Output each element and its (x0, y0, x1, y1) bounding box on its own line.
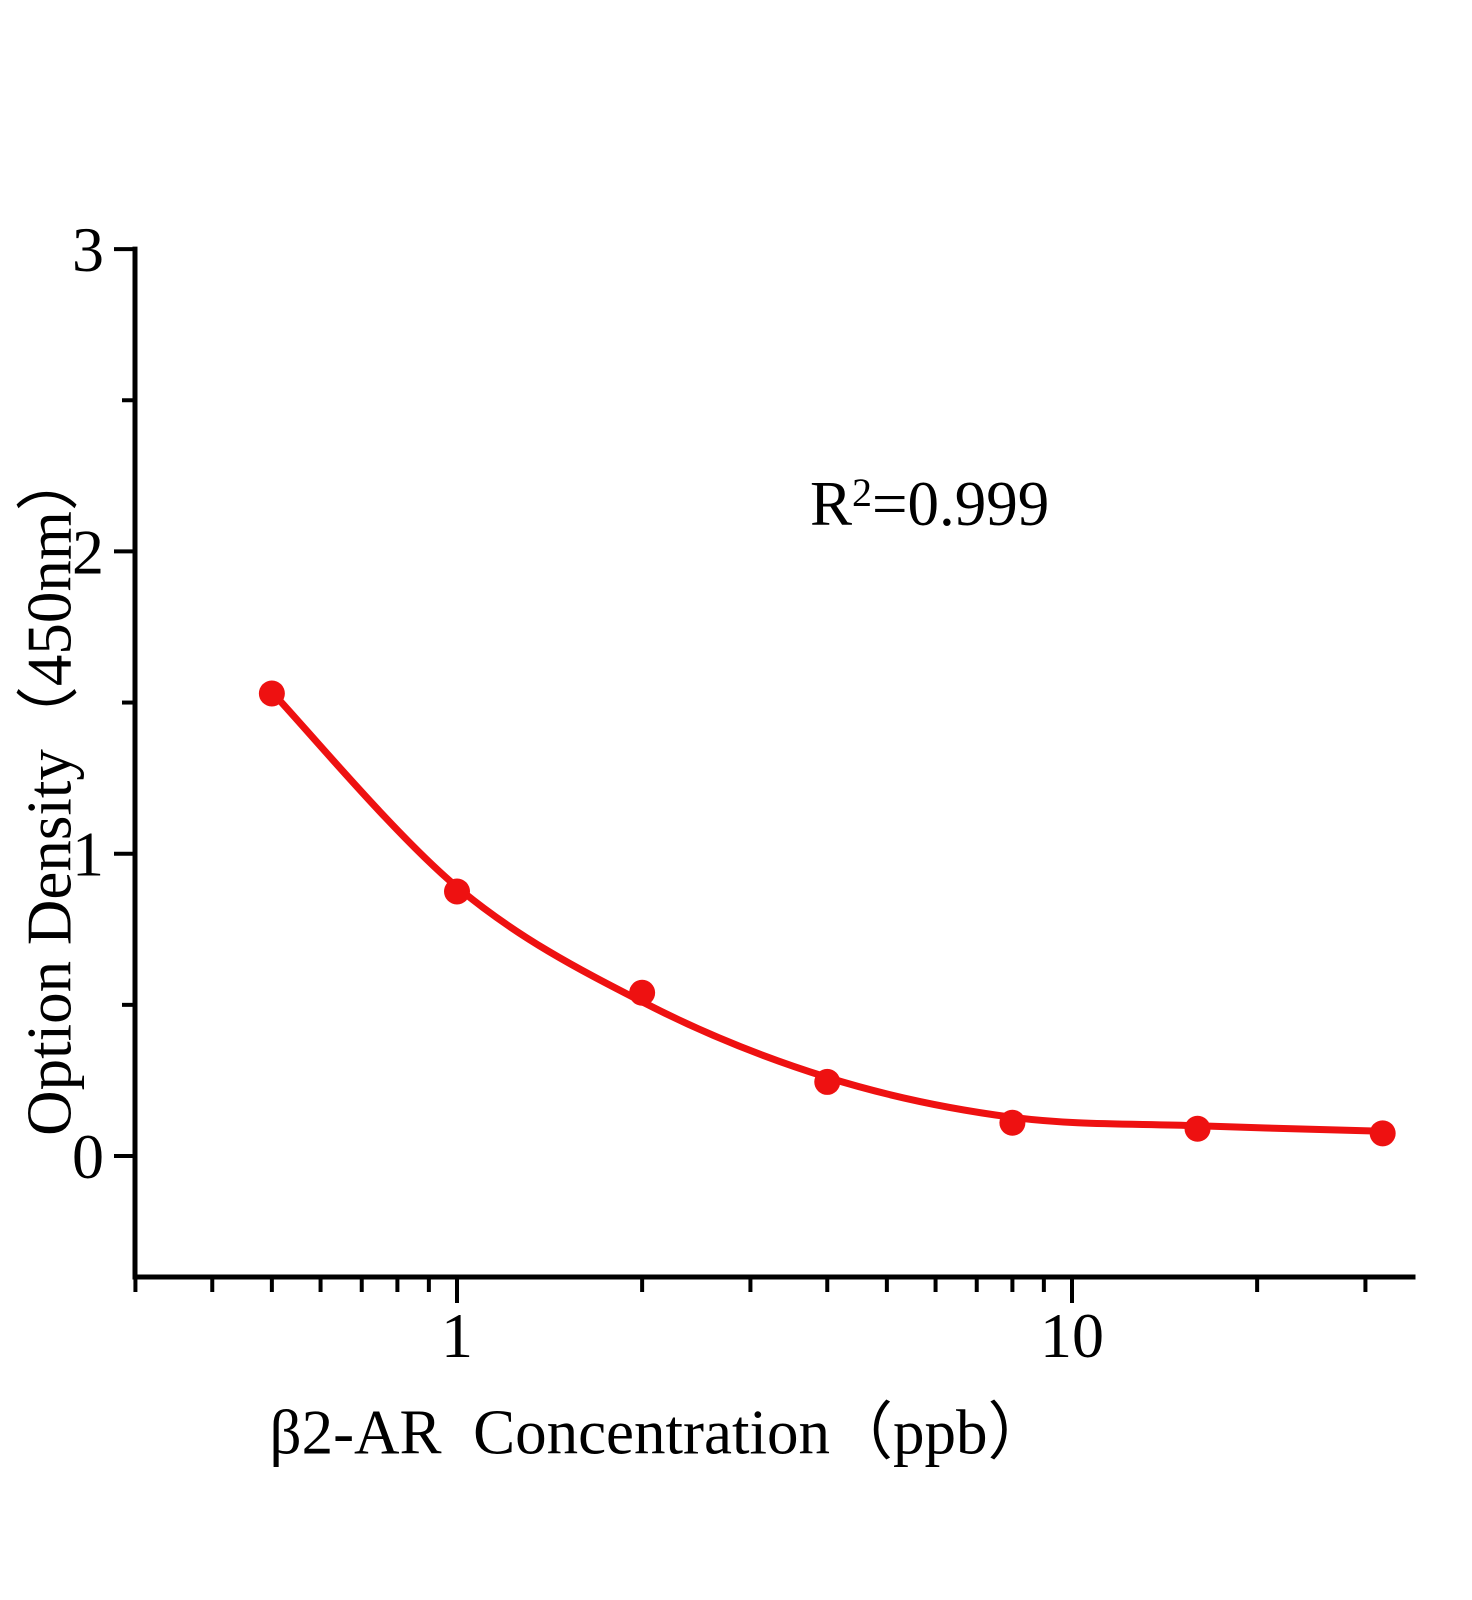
y-tick-label: 0 (72, 1121, 104, 1192)
r-squared-annotation: R2=0.999 (810, 468, 1049, 541)
data-point (1369, 1120, 1396, 1147)
data-points (258, 680, 1396, 1147)
x-axis-title: β2-AR Concentration（ppb） (269, 1397, 1051, 1468)
data-point (629, 979, 656, 1006)
data-point (814, 1068, 841, 1095)
ticks (114, 247, 1368, 1303)
data-point (258, 680, 285, 707)
data-point (1184, 1115, 1211, 1142)
tick-labels: 0 1 2 3 1 10 (72, 214, 1104, 1371)
r-squared-exponent: 2 (852, 470, 873, 515)
y-tick-label: 2 (72, 516, 104, 587)
y-tick-label: 3 (72, 214, 104, 285)
r-squared-value: =0.999 (872, 469, 1050, 539)
x-tick-label: 1 (441, 1300, 473, 1371)
axes (132, 246, 1416, 1280)
data-point (444, 878, 470, 905)
fit-curve (268, 688, 1387, 1135)
y-tick-label: 1 (72, 819, 104, 890)
data-point (999, 1109, 1026, 1136)
r-squared-base: R (810, 469, 853, 539)
x-tick-label: 10 (1040, 1300, 1104, 1371)
y-axis-title: Option Density（450nm） (14, 448, 85, 1136)
